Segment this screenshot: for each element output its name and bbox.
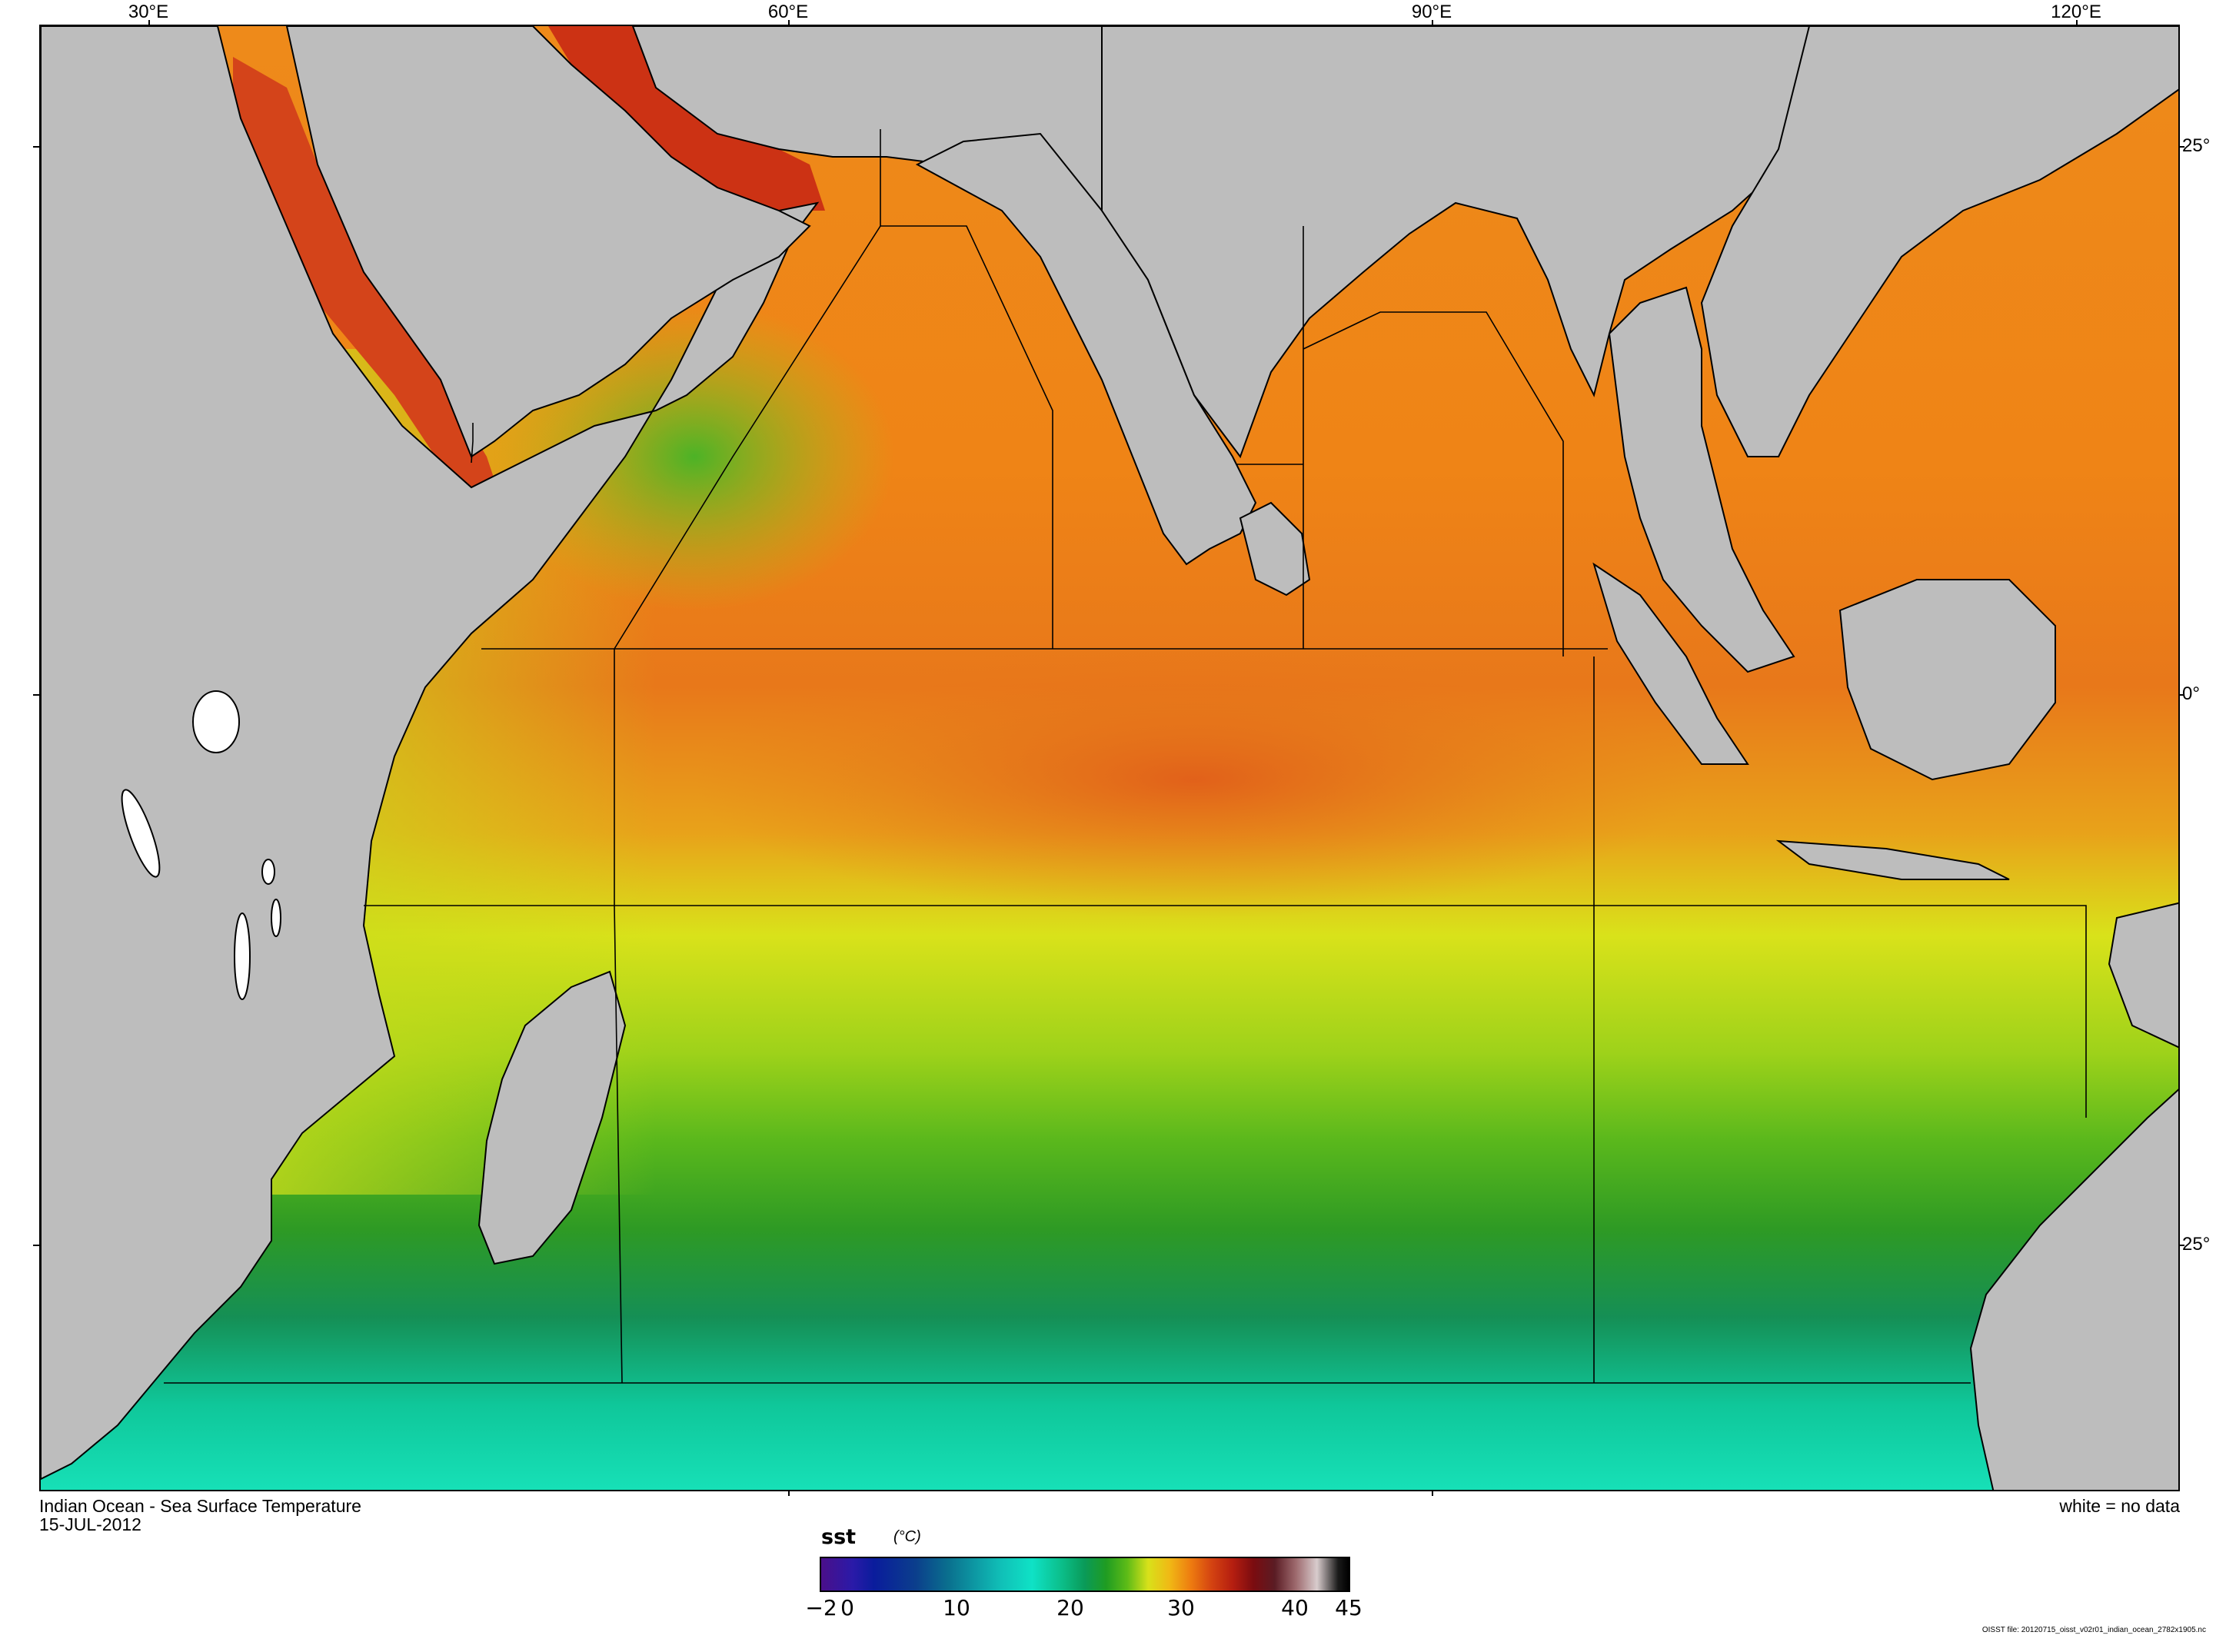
lon-label-120e: 120°E: [2051, 2, 2101, 22]
lon-tick-90e: [1432, 20, 1433, 26]
lon-tick-60e: [788, 20, 790, 26]
lat-tick-north-left: [33, 146, 39, 148]
colorbar-unit: (°C): [893, 1528, 921, 1545]
lat-tick-north-right: [2178, 146, 2184, 148]
colorbar-variable: sst: [821, 1525, 857, 1549]
lat-label-equator: 0°: [2182, 683, 2200, 704]
map-title: Indian Ocean - Sea Surface Temperature: [39, 1496, 361, 1516]
lat-tick-equator-right: [2178, 694, 2184, 696]
file-note: OISST file: 20120715_oisst_v02r01_indian…: [1981, 1626, 2206, 1634]
lat-tick-south-left: [33, 1245, 39, 1246]
persian-gulf: [548, 26, 825, 211]
lat-tick-equator-left: [33, 694, 39, 696]
arabian-peninsula: [285, 26, 811, 458]
sst-map: [39, 25, 2180, 1491]
colorbar-tick-30: 30: [1167, 1595, 1195, 1620]
boundary-arabian-sea-east: [880, 129, 1053, 649]
lon-tick-30e: [148, 20, 150, 26]
colorbar: [820, 1557, 1350, 1592]
no-data-note: white = no data: [2059, 1496, 2180, 1516]
lon-label-30e: 30°E: [128, 2, 169, 22]
australia-west: [1969, 1089, 2178, 1490]
lon-tick-120e: [2076, 20, 2078, 26]
colorbar-tick-45: 45: [1335, 1595, 1363, 1620]
java: [1775, 839, 2010, 880]
sst-map-svg: [41, 26, 2178, 1490]
sumatra: [1592, 562, 1749, 765]
india: [915, 132, 1257, 566]
colorbar-tick-10: 10: [943, 1595, 970, 1620]
colorbar-tick-neg2: −2: [805, 1595, 837, 1620]
australia-north: [2108, 902, 2178, 1049]
lon-label-60e: 60°E: [767, 2, 809, 22]
equatorial-warm-pool: [694, 641, 1694, 918]
indochina: [1700, 26, 2178, 457]
lon-tick-60e-bottom: [788, 1490, 790, 1496]
sri-lanka: [1239, 501, 1311, 597]
lat-label-south: 25°: [2182, 1234, 2211, 1255]
africa: [41, 26, 820, 1481]
boundary-gulf-of-aden: [471, 423, 474, 464]
lon-tick-90e-bottom: [1432, 1490, 1433, 1496]
boundary-southern-north: [364, 905, 2087, 1118]
colorbar-tick-40: 40: [1281, 1595, 1309, 1620]
map-date: 15-JUL-2012: [39, 1514, 141, 1534]
lat-label-north: 25°: [2182, 135, 2211, 156]
region-boundaries: [164, 129, 2087, 1384]
malay-peninsula: [1608, 286, 1795, 673]
red-sea: [233, 57, 502, 503]
madagascar: [477, 970, 627, 1265]
colorbar-tick-20: 20: [1056, 1595, 1084, 1620]
colorbar-tick-0: 0: [840, 1595, 854, 1620]
no-data-islands: [121, 690, 281, 1000]
himalaya-bay-coast: [1040, 26, 1810, 459]
boundary-andaman: [1303, 311, 1564, 656]
boundary-arabian-sea-west: [614, 225, 881, 650]
lat-tick-south-right: [2178, 1245, 2184, 1246]
lon-label-90e: 90°E: [1411, 2, 1452, 22]
land: [41, 26, 2178, 1490]
borneo: [1838, 579, 2056, 781]
